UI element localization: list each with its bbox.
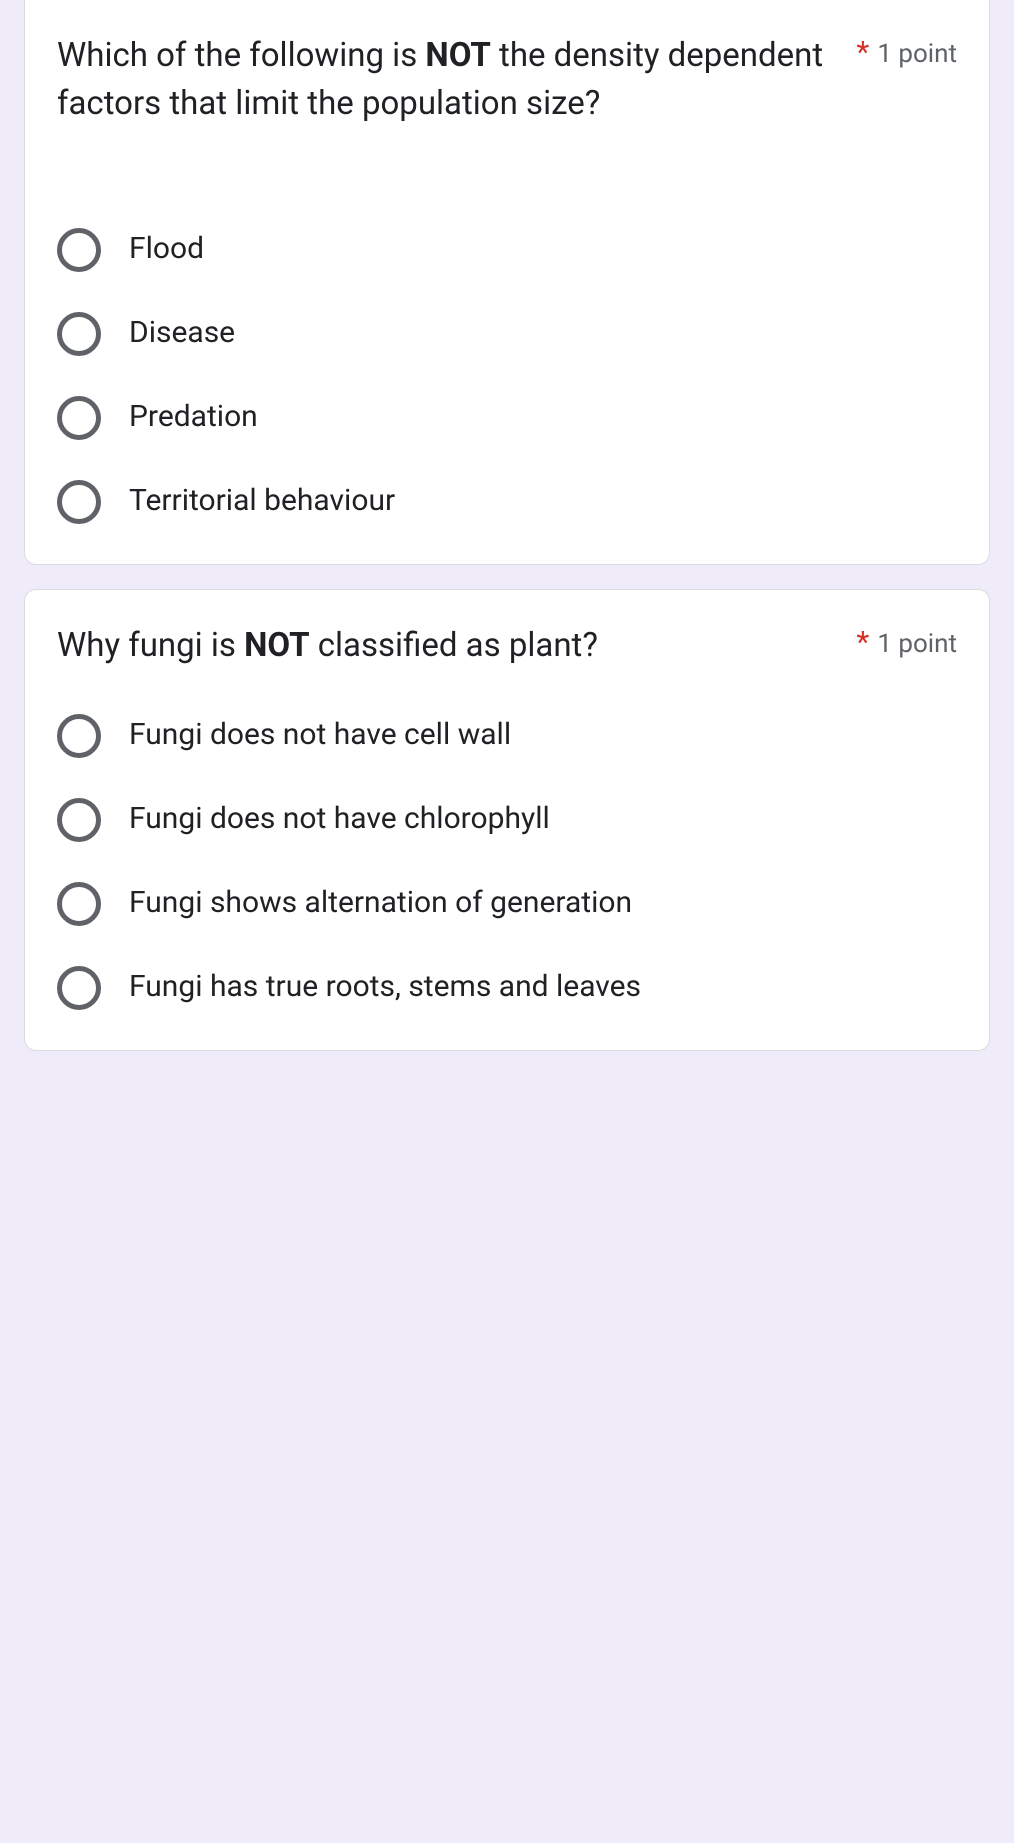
option-label: Territorial behaviour <box>129 481 395 522</box>
question-card: Which of the following is NOT the densit… <box>24 0 990 565</box>
question-prefix: Which of the following is <box>57 36 425 75</box>
option-row[interactable]: Fungi shows alternation of generation <box>57 882 957 926</box>
option-row[interactable]: Flood <box>57 228 957 272</box>
question-prefix: Why fungi is <box>57 626 244 665</box>
question-bold: NOT <box>425 36 490 75</box>
option-row[interactable]: Territorial behaviour <box>57 480 957 524</box>
points-label: 1 point <box>877 39 957 69</box>
option-label: Fungi shows alternation of generation <box>129 883 632 924</box>
option-row[interactable]: Fungi has true roots, stems and leaves <box>57 966 957 1010</box>
option-row[interactable]: Predation <box>57 396 957 440</box>
radio-icon[interactable] <box>57 966 101 1010</box>
option-label: Flood <box>129 229 204 270</box>
options-list: Flood Disease Predation Territorial beha… <box>57 228 957 524</box>
required-star-icon: * <box>856 628 869 658</box>
question-suffix: classified as plant? <box>310 626 598 665</box>
radio-icon[interactable] <box>57 798 101 842</box>
points-wrap: * 1 point <box>856 622 957 659</box>
question-text: Why fungi is NOT classified as plant? <box>57 622 836 670</box>
radio-icon[interactable] <box>57 882 101 926</box>
points-label: 1 point <box>877 629 957 659</box>
question-card: Why fungi is NOT classified as plant? * … <box>24 589 990 1051</box>
radio-icon[interactable] <box>57 228 101 272</box>
radio-icon[interactable] <box>57 312 101 356</box>
question-bold: NOT <box>244 626 309 665</box>
options-list: Fungi does not have cell wall Fungi does… <box>57 714 957 1010</box>
option-label: Fungi does not have chlorophyll <box>129 799 550 840</box>
option-label: Predation <box>129 397 258 438</box>
radio-icon[interactable] <box>57 396 101 440</box>
option-row[interactable]: Disease <box>57 312 957 356</box>
option-label: Disease <box>129 313 235 354</box>
question-header: Which of the following is NOT the densit… <box>57 32 957 128</box>
points-wrap: * 1 point <box>856 32 957 69</box>
option-row[interactable]: Fungi does not have cell wall <box>57 714 957 758</box>
required-star-icon: * <box>856 38 869 68</box>
option-label: Fungi does not have cell wall <box>129 715 511 756</box>
option-row[interactable]: Fungi does not have chlorophyll <box>57 798 957 842</box>
radio-icon[interactable] <box>57 714 101 758</box>
radio-icon[interactable] <box>57 480 101 524</box>
question-text: Which of the following is NOT the densit… <box>57 32 836 128</box>
option-label: Fungi has true roots, stems and leaves <box>129 967 641 1008</box>
question-header: Why fungi is NOT classified as plant? * … <box>57 622 957 670</box>
